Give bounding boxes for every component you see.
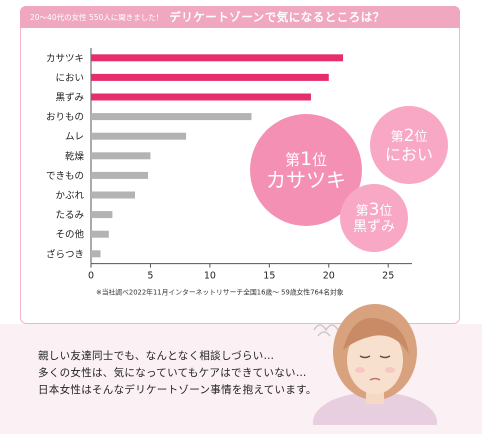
category-label: ざらつき [46,248,84,260]
category-label: カサツキ [46,53,84,64]
bar-2 [91,73,329,81]
bar-1 [91,54,344,62]
chart-header: 20〜40代の女性 550人に聞きました！ デリケートゾーンで気になるところは？ [20,6,460,28]
rank2-label: 第2位 [390,125,428,146]
category-label: 黒ずみ [55,93,84,104]
bar-10 [91,230,109,238]
x-tick-label: 25 [382,271,394,282]
header-title: デリケートゾーンで気になるところは？ [169,10,385,24]
category-label: できもの [46,171,84,182]
x-tick-label: 0 [88,271,94,282]
bar-5 [91,132,187,140]
bar-11 [91,250,101,258]
bar-6 [91,152,151,160]
caption-line-3: 日本女性はそんなデリケートゾーン事情を抱えています。 [38,384,317,396]
caption-line-1: 親しい友達同士でも、なんとなく相談しづらい… [38,350,275,362]
category-label: かぶれ [55,191,84,202]
caption-line-2: 多くの女性は、気になっていてもケアはできていない… [38,367,307,379]
woman-illustration-icon [313,304,437,425]
x-tick-label: 15 [263,271,275,282]
category-label: におい [55,73,84,84]
bar-7 [91,171,149,179]
rank3-name: 黒ずみ [353,218,395,235]
category-label: その他 [55,229,84,241]
rank2-badge: 第2位 におい [370,106,448,184]
rank1-name: カサツキ [266,168,346,193]
bar-4 [91,113,252,121]
x-tick-label: 10 [204,271,216,282]
rank3-badge: 第3位 黒ずみ [340,184,408,252]
category-label: ムレ [65,132,84,143]
rank2-name: におい [384,144,433,164]
survey-note: ※当社調べ2022年11月インターネットリサーチ全国16歳〜 59歳女性764名… [96,288,344,297]
rank1-label: 第1位 [284,147,328,170]
caption: 親しい友達同士でも、なんとなく相談しづらい… 多くの女性は、気になっていてもケア… [38,348,348,399]
rank3-label: 第3位 [355,199,393,220]
header-subtitle: 20〜40代の女性 550人に聞きました！ [30,12,164,22]
bar-9 [91,211,113,219]
category-label: 乾燥 [65,150,85,162]
bar-3 [91,93,311,101]
rank1-badge: 第1位 カサツキ [250,114,362,226]
category-label: おりもの [46,112,84,123]
bar-8 [91,191,135,199]
x-tick-label: 20 [323,271,335,282]
category-label: たるみ [55,210,84,221]
x-tick-label: 5 [147,271,153,282]
